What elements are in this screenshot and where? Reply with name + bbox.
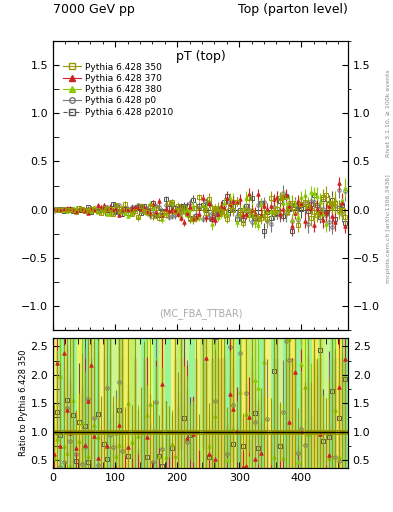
Bar <box>248 338 253 468</box>
Bar <box>118 338 124 468</box>
Bar <box>189 338 195 468</box>
Bar <box>277 338 283 468</box>
Bar <box>248 338 253 468</box>
Bar <box>289 338 295 468</box>
Bar <box>324 338 330 468</box>
Bar <box>242 338 248 468</box>
Bar <box>307 338 312 468</box>
Bar <box>195 338 200 468</box>
Bar <box>77 338 83 468</box>
Bar <box>295 338 301 468</box>
Bar <box>177 338 183 468</box>
Text: pT (top): pT (top) <box>176 50 225 62</box>
Bar <box>218 338 224 468</box>
Bar <box>171 338 177 468</box>
Bar <box>265 338 271 468</box>
Text: (MC_FBA_TTBAR): (MC_FBA_TTBAR) <box>159 308 242 318</box>
Bar <box>271 338 277 468</box>
Bar <box>118 338 124 468</box>
Bar <box>183 338 189 468</box>
Bar <box>336 338 342 468</box>
Bar <box>106 338 112 468</box>
Bar <box>218 338 224 468</box>
Bar <box>136 338 141 468</box>
Bar <box>124 338 130 468</box>
Bar <box>301 338 307 468</box>
Bar <box>318 338 324 468</box>
Bar <box>212 338 218 468</box>
Bar <box>65 338 71 468</box>
Bar <box>253 338 259 468</box>
Bar <box>242 338 248 468</box>
Bar <box>71 338 77 468</box>
Bar <box>159 338 165 468</box>
Bar <box>336 338 342 468</box>
Text: mcplots.cern.ch [arXiv:1306.3436]: mcplots.cern.ch [arXiv:1306.3436] <box>386 175 391 283</box>
Bar <box>53 338 59 468</box>
Bar <box>100 338 106 468</box>
Bar <box>289 338 295 468</box>
Bar <box>130 338 136 468</box>
Legend: Pythia 6.428 350, Pythia 6.428 370, Pythia 6.428 380, Pythia 6.428 p0, Pythia 6.: Pythia 6.428 350, Pythia 6.428 370, Pyth… <box>61 60 176 119</box>
Bar <box>342 338 348 468</box>
Bar <box>224 338 230 468</box>
Bar <box>77 338 83 468</box>
Bar <box>112 338 118 468</box>
Bar <box>130 338 136 468</box>
Text: Rivet 3.1.10, ≥ 100k events: Rivet 3.1.10, ≥ 100k events <box>386 70 391 157</box>
Bar <box>200 338 206 468</box>
Bar <box>312 338 318 468</box>
Bar <box>236 338 242 468</box>
Bar <box>283 338 289 468</box>
Bar <box>230 338 236 468</box>
Bar <box>212 338 218 468</box>
Text: Top (parton level): Top (parton level) <box>238 4 348 16</box>
Bar <box>301 338 307 468</box>
Bar <box>94 338 100 468</box>
Bar <box>153 338 159 468</box>
Bar <box>230 338 236 468</box>
Y-axis label: Ratio to Pythia 6.428 350: Ratio to Pythia 6.428 350 <box>18 350 28 457</box>
Bar <box>312 338 318 468</box>
Bar <box>165 338 171 468</box>
Bar <box>206 338 212 468</box>
Bar <box>200 338 206 468</box>
Bar <box>124 338 130 468</box>
Bar <box>259 338 265 468</box>
Bar <box>141 338 147 468</box>
Bar <box>330 338 336 468</box>
Bar <box>159 338 165 468</box>
Text: 7000 GeV pp: 7000 GeV pp <box>53 4 135 16</box>
Bar <box>147 338 153 468</box>
Bar <box>177 338 183 468</box>
Bar <box>206 338 212 468</box>
Bar <box>318 338 324 468</box>
Bar <box>88 338 94 468</box>
Bar <box>59 338 65 468</box>
Bar <box>83 338 88 468</box>
